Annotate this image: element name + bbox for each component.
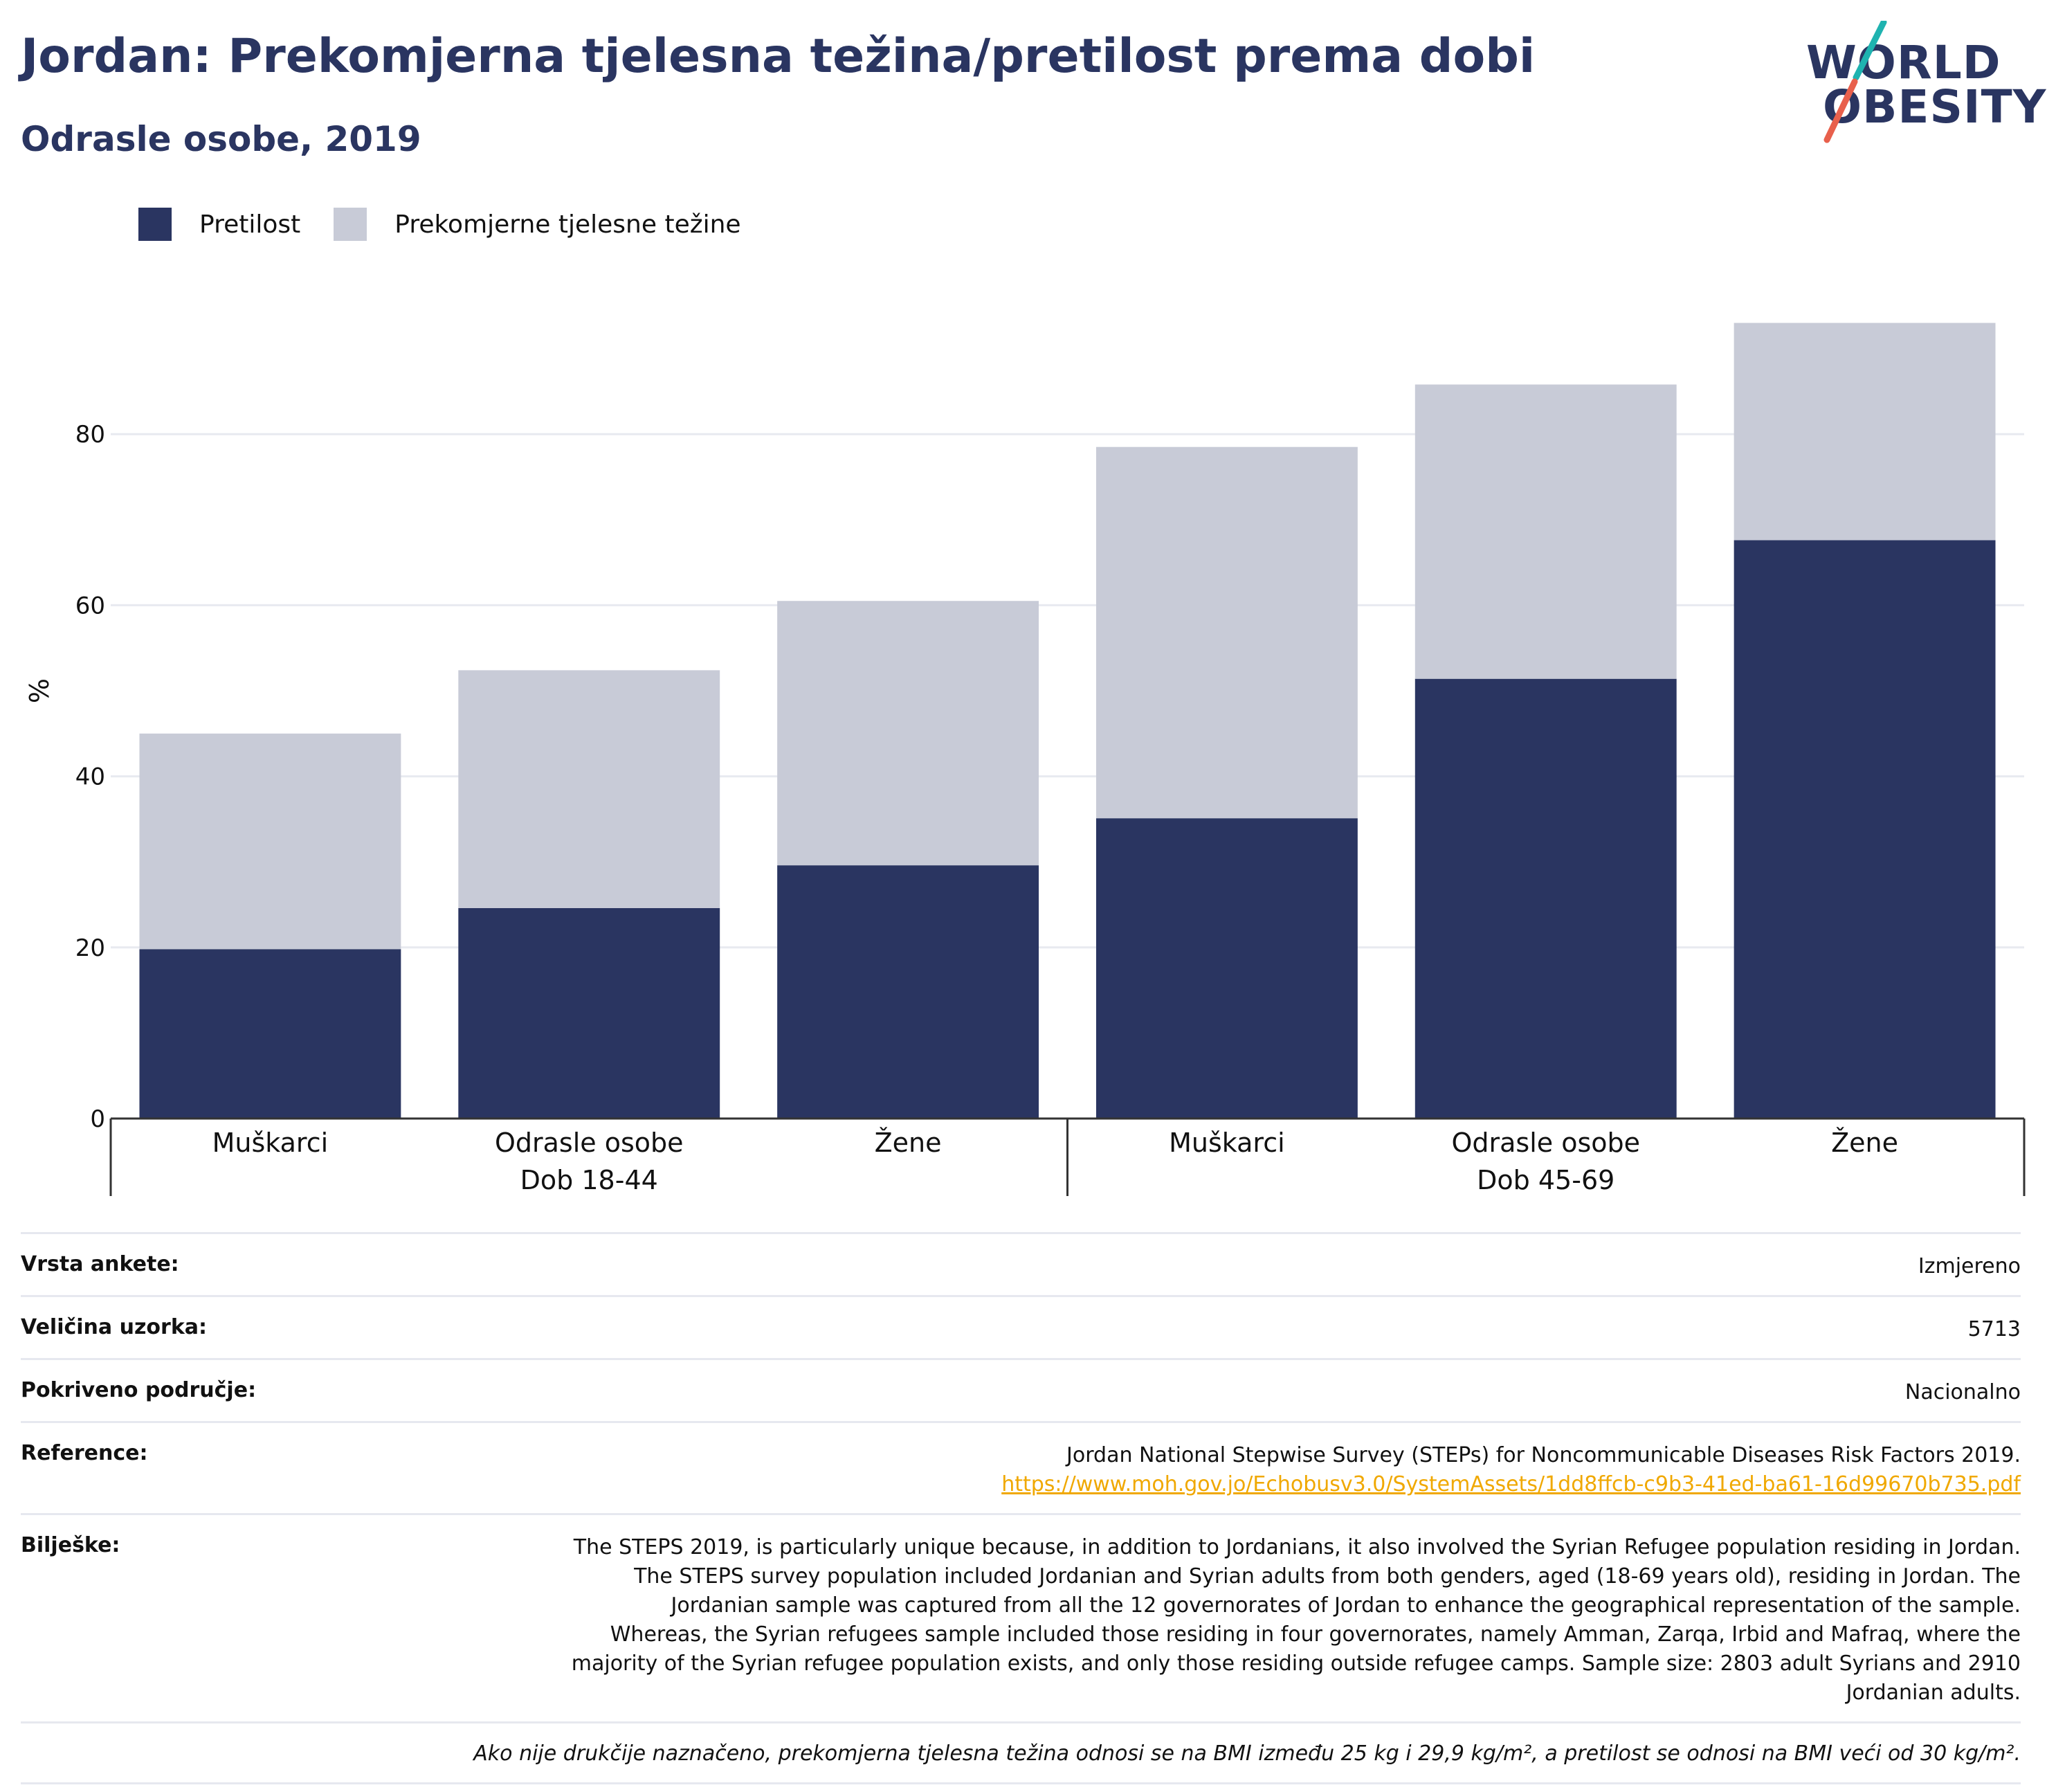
- legend-label-obesity: Pretilost: [199, 210, 301, 239]
- info-key: Pokriveno područje:: [21, 1378, 257, 1402]
- info-value: Izmjereno: [1918, 1254, 2021, 1278]
- chart-title: Jordan: Prekomjerna tjelesna težina/pret…: [21, 29, 1536, 84]
- legend-swatch-obesity: [138, 208, 172, 241]
- reference-value: Jordan National Stepwise Survey (STEPs) …: [1001, 1441, 2021, 1499]
- bar-obesity: [1414, 678, 1677, 1119]
- bar-overweight: [458, 670, 720, 908]
- y-tick-label: 80: [75, 421, 105, 449]
- info-value: Nacionalno: [1904, 1380, 2021, 1404]
- info-value: 5713: [1967, 1317, 2021, 1341]
- y-tick-label: 60: [75, 592, 105, 619]
- chart-legend: Pretilost Prekomjerne tjelesne težine: [138, 205, 774, 244]
- info-row-reference: Reference: Jordan National Stepwise Surv…: [21, 1421, 2021, 1513]
- reference-link[interactable]: https://www.moh.gov.jo/Echobusv3.0/Syste…: [1001, 1472, 2021, 1496]
- info-key: Bilješke:: [21, 1533, 120, 1557]
- x-tick-label: Muškarci: [212, 1128, 329, 1158]
- bar-overweight: [1414, 384, 1677, 679]
- reference-text: Jordan National Stepwise Survey (STEPs) …: [1066, 1443, 2021, 1467]
- bar-chart: 0 20 40 60 80% Muškarci Odrasle osobe Žene Muška…: [24, 323, 2026, 1196]
- bar-overweight: [139, 733, 401, 950]
- bar-overweight: [1095, 446, 1358, 819]
- world-obesity-logo: WORLD OBESITY: [1806, 21, 2046, 145]
- info-row-survey-type: Vrsta ankete: Izmjereno: [21, 1232, 2021, 1295]
- legend-label-overweight: Prekomjerne tjelesne težine: [394, 210, 741, 239]
- x-tick-label: Žene: [875, 1128, 942, 1158]
- legend-item-obesity[interactable]: Pretilost: [138, 208, 300, 241]
- survey-info-table: Vrsta ankete: Izmjereno Veličina uzorka:…: [21, 1232, 2021, 1784]
- y-axis-label: %: [24, 678, 55, 703]
- info-key: Veličina uzorka:: [21, 1315, 208, 1339]
- legend-item-overweight[interactable]: Prekomjerne tjelesne težine: [334, 208, 741, 241]
- info-key: Vrsta ankete:: [21, 1252, 179, 1276]
- info-row-notes: Bilješke: The STEPS 2019, is particularl…: [21, 1513, 2021, 1721]
- bar-obesity: [1095, 818, 1358, 1119]
- bar-overweight: [1734, 323, 1996, 541]
- y-tick-label: 20: [75, 934, 105, 962]
- bar-obesity: [1734, 540, 1996, 1119]
- legend-swatch-overweight: [334, 208, 367, 241]
- x-tick-label: Muškarci: [1169, 1128, 1285, 1158]
- y-tick-label: 40: [75, 763, 105, 791]
- group-label: Dob 45-69: [1477, 1165, 1614, 1195]
- bar-obesity: [458, 907, 720, 1119]
- logo-line-1: WORLD: [1806, 36, 2001, 89]
- bar-obesity: [777, 865, 1039, 1119]
- x-tick-label: Odrasle osobe: [495, 1128, 684, 1158]
- x-tick-label: Žene: [1831, 1128, 1898, 1158]
- info-key: Reference:: [21, 1441, 148, 1465]
- chart-subtitle: Odrasle osobe, 2019: [21, 119, 421, 159]
- info-row-sample-size: Veličina uzorka: 5713: [21, 1295, 2021, 1358]
- bar-obesity: [139, 949, 401, 1119]
- bar-overweight: [777, 601, 1039, 866]
- group-label: Dob 18-44: [520, 1165, 658, 1195]
- logo-line-2: OBESITY: [1823, 80, 2047, 134]
- y-tick-label: 0: [90, 1105, 105, 1133]
- footnote: Ako nije drukčije naznačeno, prekomjerna…: [21, 1721, 2021, 1784]
- notes-text: The STEPS 2019, is particularly unique b…: [571, 1535, 2021, 1705]
- logo-slash-icon: [1823, 21, 1887, 143]
- x-tick-label: Odrasle osobe: [1451, 1128, 1640, 1158]
- info-row-coverage: Pokriveno područje: Nacionalno: [21, 1358, 2021, 1421]
